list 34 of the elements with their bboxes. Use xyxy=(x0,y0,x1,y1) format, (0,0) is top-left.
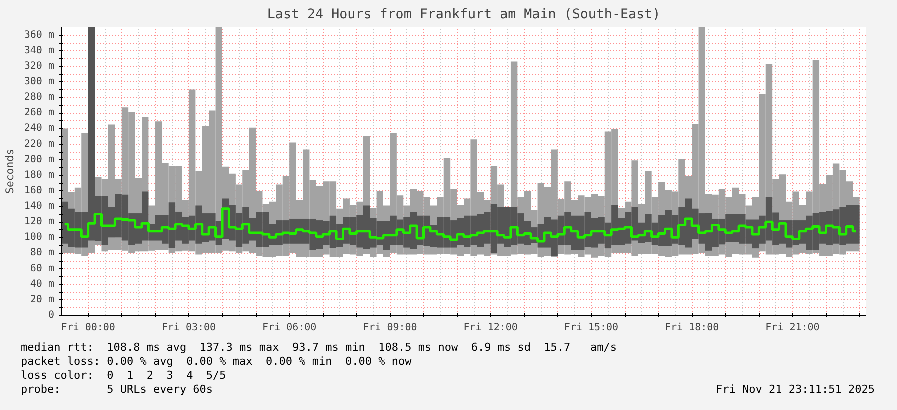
y-axis-title: Seconds xyxy=(3,149,16,194)
y-tick-label: 300 m xyxy=(24,76,55,88)
chart-title: Last 24 Hours from Frankfurt am Main (South-East) xyxy=(267,8,661,22)
x-tick-label: Fri 00:00 xyxy=(61,322,116,334)
y-tick-label: 160 m xyxy=(24,185,55,196)
y-tick-label: 40 m xyxy=(30,278,55,290)
text: packet loss: 0.00 % avg 0.00 % max 0.00 % min 0.00 % now xyxy=(21,355,412,368)
x-tick-label: Fri 15:00 xyxy=(564,322,619,334)
y-tick-label: 200 m xyxy=(24,154,55,166)
y-tick-label: 240 m xyxy=(24,123,55,134)
x-tick-label: Fri 03:00 xyxy=(162,322,216,334)
x-tick-label: Fri 06:00 xyxy=(262,322,317,334)
y-tick-label: 60 m xyxy=(30,263,55,274)
y-tick-label: 20 m xyxy=(30,294,55,306)
y-tick-label: 360 m xyxy=(24,30,55,41)
text: loss color: 0 1 2 3 4 5/5 xyxy=(21,369,226,382)
y-tick-label: 280 m xyxy=(24,92,55,104)
y-tick-label: 100 m xyxy=(24,232,55,244)
y-tick-label: 220 m xyxy=(24,138,55,150)
y-tick-label: 120 m xyxy=(24,216,55,228)
text: Fri Nov 21 23:11:51 2025 xyxy=(716,383,875,397)
y-tick-label: 180 m xyxy=(24,170,55,181)
x-tick-label: Fri 18:00 xyxy=(664,322,720,334)
y-tick-label: 0 xyxy=(48,310,55,321)
y-tick-label: 340 m xyxy=(24,45,55,56)
y-tick-label: 320 m xyxy=(24,60,55,72)
text: median rtt: 108.8 ms avg 137.3 ms max 93.7 ms min 108.5 ms now 6.9 ms sd 15.7 am/s xyxy=(21,341,618,354)
y-tick-label: 80 m xyxy=(30,248,55,259)
x-tick-label: Fri 21:00 xyxy=(766,322,820,334)
x-tick-label: Fri 09:00 xyxy=(363,322,418,334)
y-tick-label: 140 m xyxy=(24,201,55,212)
text: probe: 5 URLs every 60s xyxy=(21,383,214,396)
y-tick-label: 260 m xyxy=(24,108,55,119)
x-tick-label: Fri 12:00 xyxy=(464,322,518,334)
